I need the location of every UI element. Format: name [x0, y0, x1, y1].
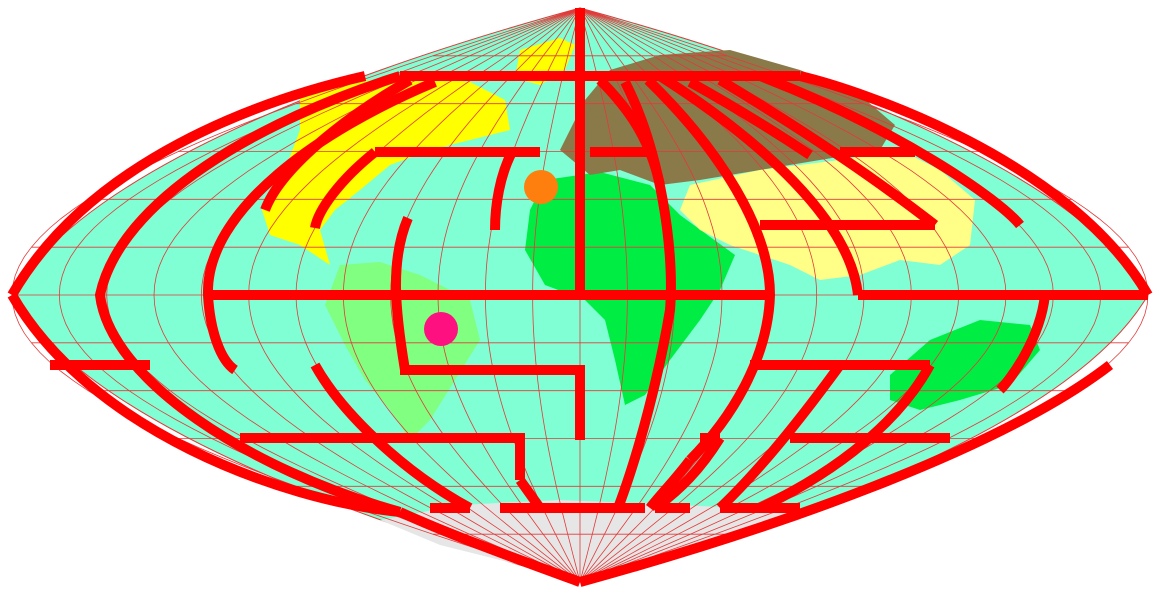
- maze-wall: [758, 71, 1024, 229]
- maze-wall: [94, 71, 402, 517]
- maze-wall: [578, 361, 1114, 587]
- maze-wall: [7, 292, 401, 517]
- maze-wall: [596, 76, 665, 187]
- maze-wall: [490, 149, 517, 231]
- maze-wall: [515, 477, 545, 511]
- maze-wall: [652, 435, 725, 513]
- maze-wall: [310, 148, 379, 230]
- maze-wall: [240, 433, 525, 480]
- maze-wall: [7, 71, 367, 298]
- maze-wall: [717, 75, 939, 229]
- maze-wall: [716, 362, 845, 512]
- meridian-line: [106, 7, 581, 583]
- player-marker[interactable]: [424, 312, 458, 346]
- maze-wall: [202, 77, 437, 375]
- antarctica-landmass: [380, 500, 800, 582]
- north-america-landmass: [262, 75, 510, 265]
- maze-wall: [391, 216, 413, 371]
- maze-wall: [397, 507, 582, 587]
- maze-wall: [757, 362, 935, 513]
- maze-wall: [687, 77, 813, 160]
- maze-wall: [644, 76, 776, 464]
- maze-wall: [400, 365, 585, 440]
- maze-walls: [7, 8, 1153, 587]
- maze-wall: [798, 71, 1153, 298]
- maze-wall: [657, 71, 863, 296]
- maze-wall: [260, 75, 413, 212]
- maze-wall: [310, 362, 473, 513]
- maze-wall: [996, 294, 1050, 394]
- goal-marker: [524, 170, 558, 204]
